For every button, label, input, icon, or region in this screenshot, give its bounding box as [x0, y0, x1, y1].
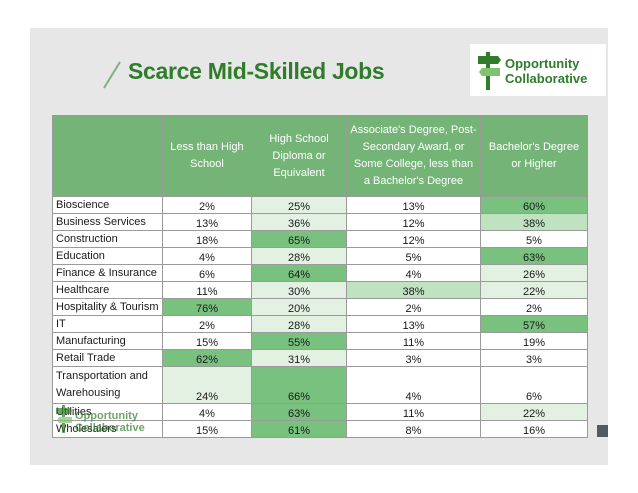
header-bachelors: Bachelor's Degree or Higher: [480, 115, 588, 197]
table-row: Business Services 13% 36% 12% 38%: [52, 213, 588, 231]
table-row: Healthcare 11% 30% 38% 22%: [52, 281, 588, 299]
value-cell: 4%: [162, 247, 252, 265]
signpost-icon: [478, 52, 501, 90]
value-cell: 38%: [480, 213, 588, 231]
value-cell: 4%: [162, 403, 252, 421]
value-cell: 13%: [346, 196, 481, 214]
header-less-than-hs: Less than High School: [162, 115, 252, 197]
value-cell: 38%: [346, 281, 481, 299]
sector-cell: IT: [52, 315, 163, 333]
value-cell: 2%: [480, 298, 588, 316]
table-row: Bioscience 2% 25% 13% 60%: [52, 196, 588, 214]
value-cell: 13%: [346, 315, 481, 333]
value-cell: 57%: [480, 315, 588, 333]
value-cell: 3%: [346, 349, 481, 367]
sector-cell: Utilities: [52, 403, 163, 421]
value-cell: 2%: [162, 315, 252, 333]
sector-cell: Bioscience: [52, 196, 163, 214]
value-cell: 11%: [162, 281, 252, 299]
value-cell: 66%: [251, 366, 347, 404]
value-cell: 2%: [162, 196, 252, 214]
value-cell: 19%: [480, 332, 588, 350]
value-cell: 6%: [480, 366, 588, 404]
value-cell: 12%: [346, 213, 481, 231]
value-cell: 11%: [346, 403, 481, 421]
sector-cell: Construction: [52, 230, 163, 248]
value-cell: 13%: [162, 213, 252, 231]
value-cell: 11%: [346, 332, 481, 350]
table-row: IT 2% 28% 13% 57%: [52, 315, 588, 333]
value-cell: 15%: [162, 420, 252, 438]
table-body: Bioscience 2% 25% 13% 60% Business Services 13…: [52, 196, 588, 438]
value-cell: 2%: [346, 298, 481, 316]
value-cell: 26%: [480, 264, 588, 282]
value-cell: 76%: [162, 298, 252, 316]
value-cell: 12%: [346, 230, 481, 248]
sector-cell: Hospitality & Tourism: [52, 298, 163, 316]
table-row: Construction 18% 65% 12% 5%: [52, 230, 588, 248]
table-row: Finance & Insurance 6% 64% 4% 26%: [52, 264, 588, 282]
sector-cell: Manufacturing: [52, 332, 163, 350]
value-cell: 16%: [480, 420, 588, 438]
value-cell: 25%: [251, 196, 347, 214]
value-cell: 65%: [251, 230, 347, 248]
logo-line-1: Opportunity: [505, 56, 580, 71]
logo-text: Opportunity Collaborative: [505, 56, 587, 86]
value-cell: 5%: [346, 247, 481, 265]
sector-cell: Transportation and Warehousing: [52, 366, 163, 404]
header-high-school: High School Diploma or Equivalent: [251, 115, 347, 197]
value-cell: 18%: [162, 230, 252, 248]
table-header-row: Less than High School High School Diplom…: [52, 115, 588, 197]
value-cell: 64%: [251, 264, 347, 282]
table-row: Wholesalers 15% 61% 8% 16%: [52, 420, 588, 438]
value-cell: 60%: [480, 196, 588, 214]
sector-cell: Education: [52, 247, 163, 265]
sector-cell: Business Services: [52, 213, 163, 231]
value-cell: 63%: [251, 403, 347, 421]
header-associates: Associate's Degree, Post-Secondary Award…: [346, 115, 481, 197]
table-row: Retail Trade 62% 31% 3% 3%: [52, 349, 588, 367]
value-cell: 15%: [162, 332, 252, 350]
slide-edge-tab: [597, 425, 608, 437]
value-cell: 62%: [162, 349, 252, 367]
value-cell: 22%: [480, 403, 588, 421]
header-sector: [52, 115, 163, 197]
table-row: Transportation and Warehousing 24% 66% 4% 6%: [52, 366, 588, 404]
value-cell: 4%: [346, 366, 481, 404]
value-cell: 4%: [346, 264, 481, 282]
value-cell: 6%: [162, 264, 252, 282]
skills-table: Less than High School High School Diplom…: [52, 115, 588, 438]
value-cell: 28%: [251, 247, 347, 265]
slash-icon: [103, 61, 121, 89]
value-cell: 3%: [480, 349, 588, 367]
value-cell: 5%: [480, 230, 588, 248]
sector-cell: Finance & Insurance: [52, 264, 163, 282]
table-row: Hospitality & Tourism 76% 20% 2% 2%: [52, 298, 588, 316]
value-cell: 36%: [251, 213, 347, 231]
table-row: Utilities 4% 63% 11% 22%: [52, 403, 588, 421]
value-cell: 8%: [346, 420, 481, 438]
value-cell: 28%: [251, 315, 347, 333]
value-cell: 63%: [480, 247, 588, 265]
page-title: Scarce Mid-Skilled Jobs: [128, 58, 385, 84]
value-cell: 31%: [251, 349, 347, 367]
value-cell: 61%: [251, 420, 347, 438]
sector-cell: Wholesalers: [52, 420, 163, 438]
value-cell: 55%: [251, 332, 347, 350]
value-cell: 30%: [251, 281, 347, 299]
value-cell: 22%: [480, 281, 588, 299]
logo-line-2: Collaborative: [505, 71, 588, 86]
table-row: Education 4% 28% 5% 63%: [52, 247, 588, 265]
value-cell: 20%: [251, 298, 347, 316]
logo: Opportunity Collaborative: [470, 44, 606, 96]
table-row: Manufacturing 15% 55% 11% 19%: [52, 332, 588, 350]
sector-cell: Healthcare: [52, 281, 163, 299]
value-cell: 24%: [162, 366, 252, 404]
sector-cell: Retail Trade: [52, 349, 163, 367]
